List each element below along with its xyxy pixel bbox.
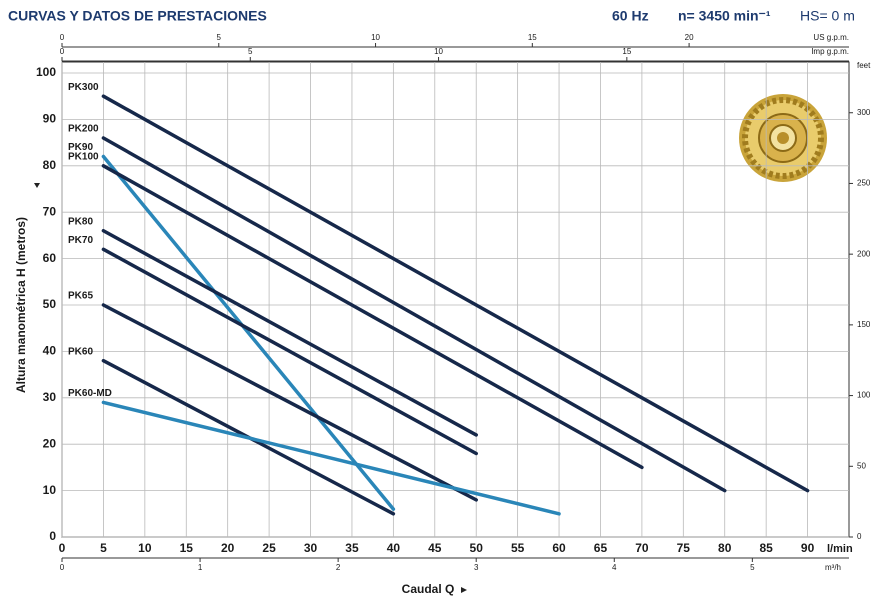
arrow xyxy=(461,587,467,593)
x-tick-label: 5 xyxy=(100,541,107,555)
y2-tick-label: 0 xyxy=(857,532,862,541)
x-tick-label: 90 xyxy=(801,541,815,555)
bottom2-unit: m³/h xyxy=(825,563,841,572)
y-tick-label: 40 xyxy=(43,344,57,358)
x-tick-label: 10 xyxy=(138,541,152,555)
y-tick-label: 30 xyxy=(43,390,57,404)
curve-label: PK300 xyxy=(68,82,99,93)
top-axis-tick-label: 5 xyxy=(248,47,253,56)
bottom2-tick-label: 4 xyxy=(612,563,617,572)
x-tick-label: 50 xyxy=(470,541,484,555)
x-tick-label: 30 xyxy=(304,541,318,555)
y2-tick-label: 250 xyxy=(857,179,871,188)
y-tick-label: 50 xyxy=(43,297,57,311)
x-tick-label: 45 xyxy=(428,541,442,555)
curve-label: PK100 xyxy=(68,151,99,162)
top-axis-unit: US g.p.m. xyxy=(813,33,849,42)
y-tick-label: 10 xyxy=(43,483,57,497)
y-axis-label: Altura manométrica H (metros) xyxy=(14,217,28,393)
impeller-image xyxy=(739,94,827,182)
x-tick-label: 15 xyxy=(180,541,194,555)
x-tick-label: 55 xyxy=(511,541,525,555)
curve-label: PK60 xyxy=(68,346,93,357)
pump-curve xyxy=(103,96,807,490)
y-tick-label: 90 xyxy=(43,112,57,126)
y2-tick-label: 300 xyxy=(857,108,871,117)
y2-tick-label: 200 xyxy=(857,249,871,258)
x-tick-label: 75 xyxy=(677,541,691,555)
pump-curve xyxy=(103,138,724,491)
curve-label: PK80 xyxy=(68,216,93,227)
pump-curve xyxy=(103,402,559,513)
pump-curve xyxy=(103,157,393,510)
x-tick-label: 40 xyxy=(387,541,401,555)
y-tick-label: 20 xyxy=(43,436,57,450)
y-tick-label: 0 xyxy=(49,529,56,543)
top-axis-unit: Imp g.p.m. xyxy=(811,47,849,56)
bottom2-tick-label: 2 xyxy=(336,563,341,572)
x-tick-label: 20 xyxy=(221,541,235,555)
x-tick-label: 35 xyxy=(345,541,359,555)
y2-tick-label: 150 xyxy=(857,320,871,329)
chart: CURVAS Y DATOS DE PRESTACIONES 60 Hz n= … xyxy=(0,0,877,601)
plot-frame xyxy=(62,62,849,537)
x-tick-label: 70 xyxy=(635,541,649,555)
y2-tick-label: 100 xyxy=(857,391,871,400)
top-axis-tick-label: 10 xyxy=(434,47,443,56)
chart-title: CURVAS Y DATOS DE PRESTACIONES xyxy=(8,8,267,24)
top-axis-tick-label: 5 xyxy=(217,33,222,42)
speed: n= 3450 min⁻¹ xyxy=(678,8,771,24)
x-tick-label: 80 xyxy=(718,541,732,555)
curve-label: PK200 xyxy=(68,124,99,135)
y2-unit: feet xyxy=(857,61,871,70)
top-axis-tick-label: 15 xyxy=(622,47,631,56)
curve-label: PK70 xyxy=(68,235,93,246)
top-axis-tick-label: 0 xyxy=(60,33,65,42)
x-tick-label: 60 xyxy=(552,541,566,555)
bottom2-tick-label: 0 xyxy=(60,563,65,572)
y-tick-label: 100 xyxy=(36,65,56,79)
bottom2-tick-label: 5 xyxy=(750,563,755,572)
x-tick-label: 25 xyxy=(262,541,276,555)
bottom2-tick-label: 1 xyxy=(198,563,203,572)
top-axis-tick-label: 15 xyxy=(528,33,537,42)
suction-head: HS= 0 m xyxy=(800,8,855,24)
y2-tick-label: 50 xyxy=(857,461,866,470)
x-unit: l/min xyxy=(827,543,853,555)
bottom2-tick-label: 3 xyxy=(474,563,479,572)
y-tick-label: 80 xyxy=(43,158,57,172)
top-axis-tick-label: 10 xyxy=(371,33,380,42)
x-axis-label: Caudal Q xyxy=(402,582,455,596)
curve-label: PK60-MD xyxy=(68,388,112,399)
x-tick-label: 0 xyxy=(59,541,66,555)
top-axis-tick-label: 0 xyxy=(60,47,65,56)
y-tick-label: 60 xyxy=(43,251,57,265)
curve-label: PK65 xyxy=(68,291,93,302)
frequency: 60 Hz xyxy=(612,8,649,24)
y-tick-label: 70 xyxy=(43,204,57,218)
x-tick-label: 85 xyxy=(759,541,773,555)
x-tick-label: 65 xyxy=(594,541,608,555)
top-axis-tick-label: 20 xyxy=(685,33,694,42)
arrow xyxy=(34,183,40,188)
